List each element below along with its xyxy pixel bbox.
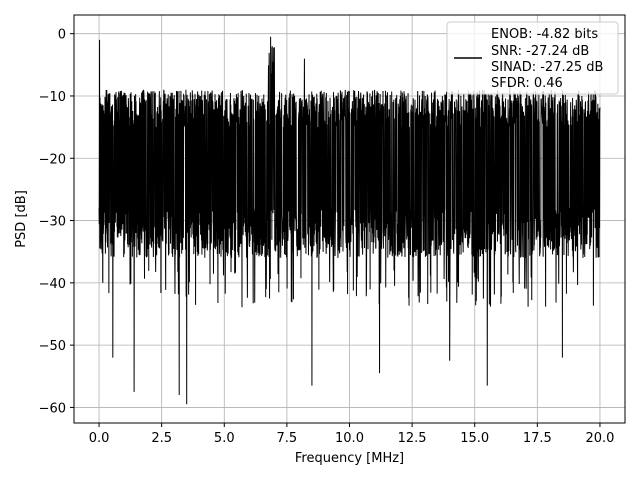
y-tick-label: −40 [39,277,66,292]
y-tick-label: −50 [39,339,66,354]
y-tick-label: −60 [39,401,66,416]
legend: ENOB: -4.82 bits SNR: -27.24 dB SINAD: -… [446,21,619,95]
legend-enob: ENOB: -4.82 bits [491,27,598,42]
psd-series-line [98,36,601,405]
legend-snr: SNR: -27.24 dB [491,44,589,59]
x-tick-label: 5.0 [214,431,235,446]
legend-box [446,21,619,95]
x-tick-label: 20.0 [585,431,614,446]
x-tick-label: 0.0 [89,431,110,446]
x-tick-label: 17.5 [523,431,552,446]
y-tick-label: −30 [39,215,66,230]
y-tick-label: −10 [39,90,66,105]
y-axis-label: PSD [dB] [14,190,29,248]
x-tick-label: 2.5 [151,431,172,446]
y-tick-label: 0 [58,28,66,43]
x-axis-label: Frequency [MHz] [295,451,404,466]
plot-area [98,36,601,405]
x-tick-label: 15.0 [460,431,489,446]
y-tick-label: −20 [39,152,66,167]
x-tick-label: 10.0 [335,431,364,446]
x-tick-label: 12.5 [398,431,427,446]
legend-sinad: SINAD: -27.25 dB [491,60,603,75]
x-tick-label: 7.5 [277,431,298,446]
legend-sfdr: SFDR: 0.46 [491,76,563,91]
y-axis-ticks: 0 −10 −20 −30 −40 −50 −60 [39,28,74,416]
x-axis-ticks: 0.0 2.5 5.0 7.5 10.0 12.5 15.0 17.5 20.0 [89,423,614,446]
